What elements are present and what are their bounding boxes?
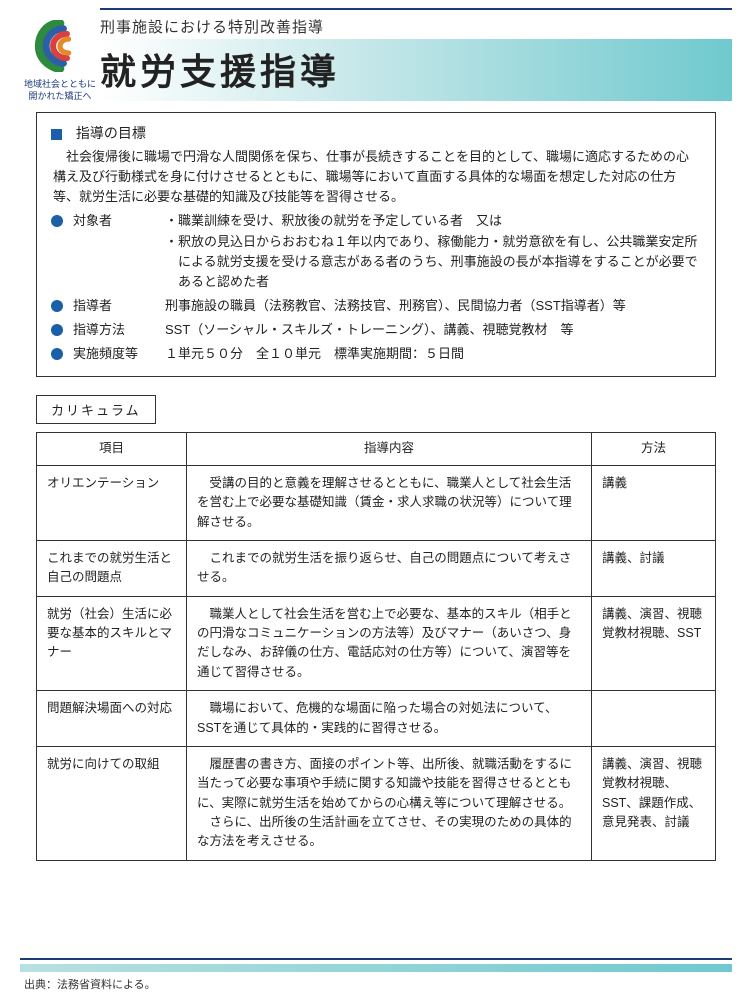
- spec-line: ・職業訓練を受け、釈放後の就労を予定している者 又は: [165, 211, 701, 231]
- spec-line: ・釈放の見込日からおおむね１年以内であり、稼働能力・就労意欲を有し、公共職業安定…: [165, 232, 701, 292]
- spec-row-method: 指導方法 SST（ソーシャル・スキルズ・トレーニング）、講義、視聴覚教材 等: [51, 320, 701, 340]
- curriculum-label: カリキュラム: [36, 395, 156, 424]
- col-header-method: 方法: [592, 433, 716, 465]
- cell-method: [592, 691, 716, 747]
- circle-bullet-icon: [51, 300, 63, 312]
- content: 指導の目標 社会復帰後に職場で円滑な人間関係を保ち、仕事が長続きすることを目的と…: [0, 102, 752, 860]
- square-bullet-icon: [51, 129, 62, 140]
- spec-row-frequency: 実施頻度等 １単元５０分 全１０単元 標準実施期間：５日間: [51, 344, 701, 364]
- cell-desc: 職場において、危機的な場面に陥った場合の対処法について、SSTを通じて具体的・実…: [187, 691, 592, 747]
- bottom-band: [20, 964, 732, 972]
- page-title: 就労支援指導: [100, 43, 732, 95]
- spec-body: SST（ソーシャル・スキルズ・トレーニング）、講義、視聴覚教材 等: [165, 320, 701, 340]
- goal-box: 指導の目標 社会復帰後に職場で円滑な人間関係を保ち、仕事が長続きすることを目的と…: [36, 112, 716, 377]
- logo-caption-line1: 地域社会とともに: [24, 79, 96, 89]
- table-row: 就労に向けての取組 履歴書の書き方、面接のポイント等、出所後、就職活動をするに当…: [37, 746, 716, 860]
- cell-item: 就労（社会）生活に必要な基本的スキルとマナー: [37, 596, 187, 691]
- table-row: オリエンテーション 受講の目的と意義を理解させるとともに、職業人として社会生活を…: [37, 465, 716, 540]
- cell-desc: 履歴書の書き方、面接のポイント等、出所後、就職活動をするに当たって必要な事項や手…: [187, 746, 592, 860]
- source-note: 出典：法務省資料による。: [24, 976, 156, 992]
- cell-item: これまでの就労生活と自己の問題点: [37, 540, 187, 596]
- goal-heading: 指導の目標: [51, 123, 701, 145]
- circle-bullet-icon: [51, 324, 63, 336]
- cell-method: 講義、討議: [592, 540, 716, 596]
- spec-label: 対象者: [73, 211, 165, 231]
- spec-body: 刑事施設の職員（法務教官、法務技官、刑務官）、民間協力者（SST指導者）等: [165, 296, 701, 316]
- spec-body: １単元５０分 全１０単元 標準実施期間：５日間: [165, 344, 701, 364]
- circle-bullet-icon: [51, 215, 63, 227]
- cell-method: 講義、演習、視聴覚教材視聴、SST、課題作成、意見発表、討議: [592, 746, 716, 860]
- logo-block: 地域社会とともに 開かれた矯正へ: [20, 16, 100, 102]
- goal-heading-text: 指導の目標: [76, 125, 146, 141]
- table-row: 就労（社会）生活に必要な基本的スキルとマナー 職業人として社会生活を営む上で必要…: [37, 596, 716, 691]
- cell-desc: これまでの就労生活を振り返らせ、自己の問題点について考えさせる。: [187, 540, 592, 596]
- corrections-logo-icon: [34, 20, 86, 72]
- spec-row-instructor: 指導者 刑事施設の職員（法務教官、法務技官、刑務官）、民間協力者（SST指導者）…: [51, 296, 701, 316]
- cell-item: 就労に向けての取組: [37, 746, 187, 860]
- col-header-item: 項目: [37, 433, 187, 465]
- table-header-row: 項目 指導内容 方法: [37, 433, 716, 465]
- circle-bullet-icon: [51, 348, 63, 360]
- cell-method: 講義、演習、視聴覚教材視聴、SST: [592, 596, 716, 691]
- logo-caption: 地域社会とともに 開かれた矯正へ: [20, 79, 100, 102]
- curriculum-table: 項目 指導内容 方法 オリエンテーション 受講の目的と意義を理解させるとともに、…: [36, 432, 716, 860]
- col-header-desc: 指導内容: [187, 433, 592, 465]
- spec-row-target: 対象者 ・職業訓練を受け、釈放後の就労を予定している者 又は ・釈放の見込日から…: [51, 211, 701, 292]
- supertitle: 刑事施設における特別改善指導: [100, 16, 732, 37]
- spec-label: 指導者: [73, 296, 165, 316]
- cell-method: 講義: [592, 465, 716, 540]
- header: 地域社会とともに 開かれた矯正へ 刑事施設における特別改善指導 就労支援指導: [0, 10, 752, 102]
- cell-desc: 職業人として社会生活を営む上で必要な、基本的スキル（相手との円滑なコミュニケーシ…: [187, 596, 592, 691]
- bottom-rule: [20, 958, 732, 960]
- cell-item: 問題解決場面への対応: [37, 691, 187, 747]
- logo-caption-line2: 開かれた矯正へ: [28, 91, 91, 101]
- title-band: 就労支援指導: [100, 39, 732, 101]
- spec-body: ・職業訓練を受け、釈放後の就労を予定している者 又は ・釈放の見込日からおおむね…: [165, 211, 701, 292]
- spec-label: 実施頻度等: [73, 344, 165, 364]
- goal-body: 社会復帰後に職場で円滑な人間関係を保ち、仕事が長続きすることを目的として、職場に…: [53, 147, 701, 207]
- table-row: 問題解決場面への対応 職場において、危機的な場面に陥った場合の対処法について、S…: [37, 691, 716, 747]
- cell-item: オリエンテーション: [37, 465, 187, 540]
- title-column: 刑事施設における特別改善指導 就労支援指導: [100, 16, 732, 101]
- cell-desc: 受講の目的と意義を理解させるとともに、職業人として社会生活を営む上で必要な基礎知…: [187, 465, 592, 540]
- spec-label: 指導方法: [73, 320, 165, 340]
- table-row: これまでの就労生活と自己の問題点 これまでの就労生活を振り返らせ、自己の問題点に…: [37, 540, 716, 596]
